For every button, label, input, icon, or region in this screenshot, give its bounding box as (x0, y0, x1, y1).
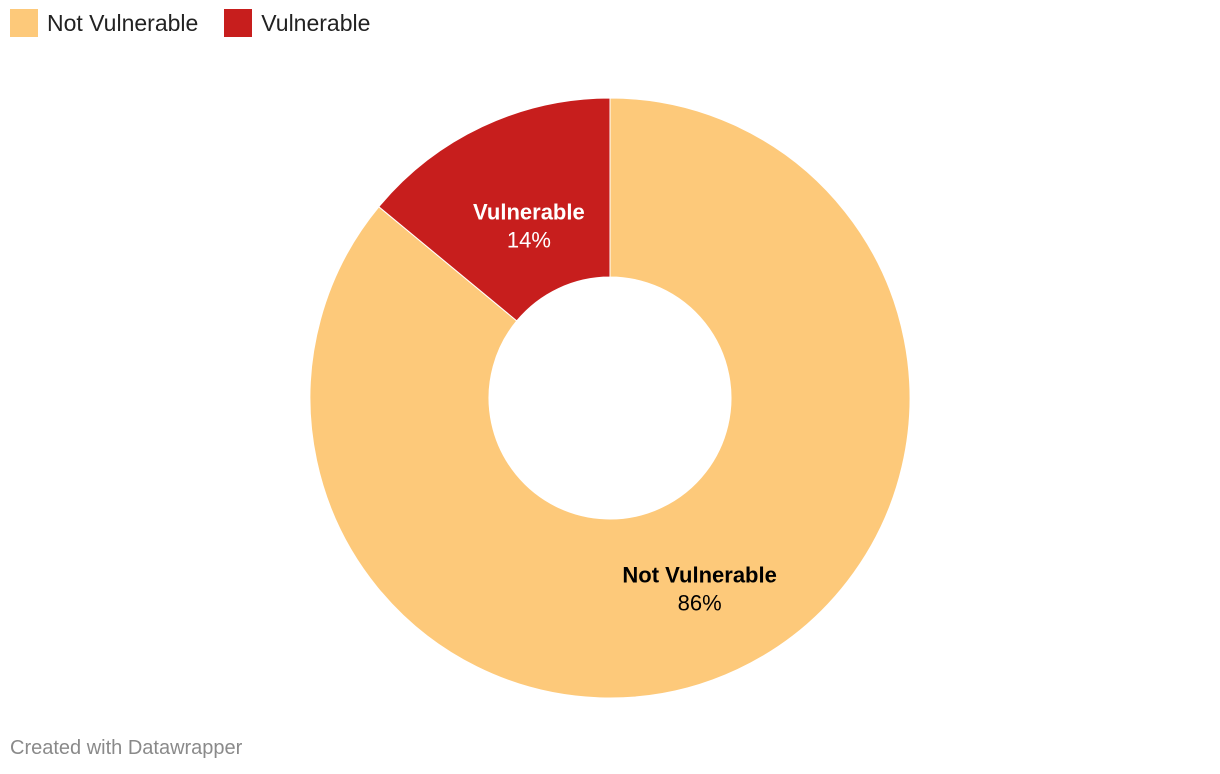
slice-labels: Not Vulnerable 86% Vulnerable 14% (473, 200, 777, 616)
slice-label-vulnerable: Vulnerable (473, 200, 585, 225)
slice-not-vulnerable (309, 97, 911, 699)
slice-value-not-vulnerable: 86% (678, 590, 722, 615)
donut-slices (309, 97, 911, 699)
legend-item-not-vulnerable: Not Vulnerable (10, 9, 198, 37)
legend-label-vulnerable: Vulnerable (261, 10, 371, 36)
legend-swatch-not-vulnerable (10, 9, 38, 37)
slice-label-not-vulnerable: Not Vulnerable (622, 562, 776, 587)
legend-item-vulnerable: Vulnerable (224, 9, 370, 37)
slice-value-vulnerable: 14% (507, 228, 551, 253)
slice-vulnerable (378, 97, 611, 322)
chart-legend: Not Vulnerable Vulnerable (10, 9, 370, 37)
legend-swatch-vulnerable (224, 9, 253, 37)
datawrapper-credit: Created with Datawrapper (10, 737, 243, 759)
legend-label-not-vulnerable: Not Vulnerable (47, 10, 199, 36)
